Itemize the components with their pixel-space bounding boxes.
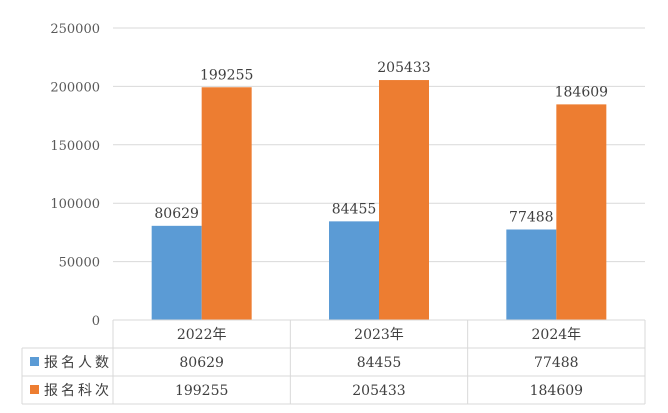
legend-key [30,385,39,394]
y-tick-label: 250000 [50,22,100,37]
data-labels: 80629 199255 84455 205433 77488 184609 [154,60,608,225]
data-label: 77488 [509,209,554,225]
data-label: 184609 [555,84,608,100]
x-category-label: 2023年 [354,327,404,343]
table-cell: 199255 [175,383,228,399]
bars [151,80,607,321]
bar-subjects [201,87,252,320]
table-cell: 184609 [530,383,583,399]
table-cell: 84455 [357,355,402,371]
y-tick-label: 50000 [59,256,100,271]
data-label: 205433 [377,60,430,76]
table-cell: 205433 [352,383,405,399]
y-tick-label: 100000 [50,197,100,212]
y-tick-label: 150000 [50,139,100,154]
y-tick-label: 200000 [50,80,100,95]
table-cell: 77488 [534,355,579,371]
x-category-label: 2022年 [177,327,227,343]
y-axis-ticks: 0 50000 100000 150000 200000 250000 [50,22,100,329]
data-label: 80629 [154,206,199,222]
bar-applicants [506,229,557,320]
bar-subjects [379,80,429,320]
bar-applicants [151,225,202,320]
y-tick-label: 0 [92,314,100,329]
bar-applicants [329,221,379,320]
bar-subjects [556,104,607,321]
legend-entry: 报名人数 [44,355,112,371]
table-cell: 80629 [179,355,224,371]
x-category-label: 2024年 [532,327,582,343]
legend-key [30,357,39,366]
legend-entry: 报名科次 [44,383,112,399]
data-label: 199255 [200,67,253,83]
data-label: 84455 [332,201,377,217]
